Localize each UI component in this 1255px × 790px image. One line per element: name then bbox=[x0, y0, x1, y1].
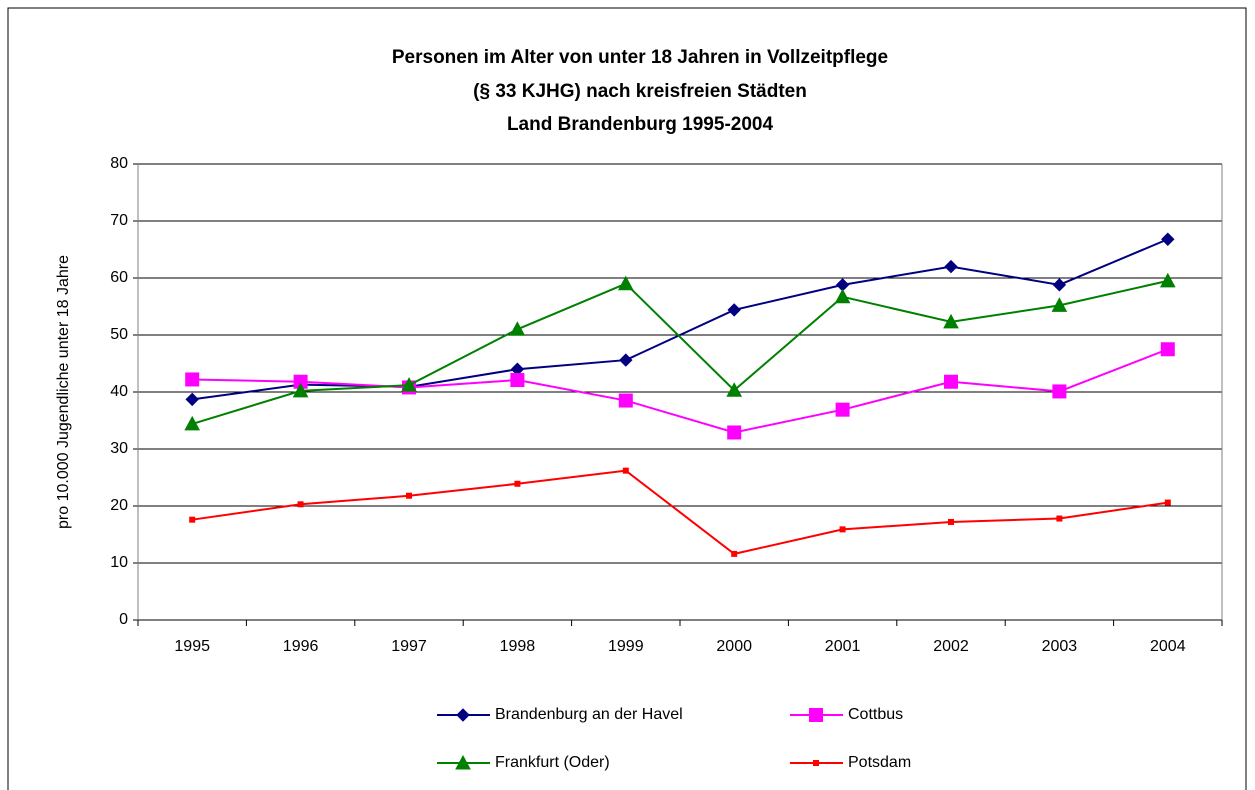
series-line bbox=[191, 279, 1169, 425]
marker bbox=[514, 480, 521, 487]
marker bbox=[1159, 272, 1176, 288]
y-tick-label: 50 bbox=[110, 326, 128, 343]
y-tick-label: 40 bbox=[110, 383, 128, 400]
chart-title: Personen im Alter von unter 18 Jahren in… bbox=[392, 47, 888, 68]
marker bbox=[619, 353, 633, 367]
x-tick-label: 2000 bbox=[716, 638, 752, 655]
series-line bbox=[192, 348, 1169, 434]
marker bbox=[834, 288, 851, 304]
y-tick-label: 20 bbox=[110, 497, 128, 514]
marker bbox=[406, 492, 412, 499]
series-line bbox=[192, 469, 1168, 555]
y-tick-label: 70 bbox=[110, 212, 128, 229]
marker bbox=[1052, 278, 1067, 292]
marker bbox=[731, 550, 738, 557]
x-tick-label: 2002 bbox=[933, 638, 969, 655]
marker bbox=[1160, 342, 1175, 357]
x-tick-label: 2003 bbox=[1042, 638, 1078, 655]
marker bbox=[727, 425, 742, 440]
y-tick-label: 30 bbox=[110, 440, 128, 457]
marker bbox=[185, 372, 200, 387]
legend-label: Brandenburg an der Havel bbox=[495, 706, 683, 723]
marker bbox=[809, 708, 823, 722]
marker bbox=[455, 754, 471, 770]
y-tick-label: 60 bbox=[110, 269, 128, 286]
marker bbox=[813, 760, 819, 766]
marker bbox=[835, 402, 850, 417]
marker bbox=[297, 501, 304, 508]
marker bbox=[1052, 384, 1067, 399]
marker bbox=[948, 518, 954, 525]
legend-label: Cottbus bbox=[848, 706, 903, 723]
marker bbox=[185, 392, 199, 407]
marker bbox=[944, 259, 958, 274]
x-tick-label: 2004 bbox=[1150, 638, 1186, 655]
marker bbox=[189, 516, 196, 523]
marker bbox=[1051, 297, 1068, 312]
y-tick-label: 10 bbox=[110, 554, 128, 571]
marker bbox=[510, 373, 525, 388]
marker bbox=[184, 415, 201, 431]
x-tick-label: 1998 bbox=[500, 638, 536, 655]
marker bbox=[839, 526, 846, 533]
x-tick-label: 1996 bbox=[283, 638, 319, 655]
marker bbox=[618, 393, 633, 408]
y-axis-label: pro 10.000 Jugendliche unter 18 Jahre bbox=[55, 255, 72, 529]
marker bbox=[617, 275, 634, 291]
legend-label: Frankfurt (Oder) bbox=[495, 754, 610, 771]
marker bbox=[1161, 232, 1175, 246]
marker bbox=[726, 382, 743, 397]
marker bbox=[727, 303, 741, 317]
marker bbox=[943, 313, 959, 329]
marker bbox=[509, 321, 526, 336]
legend-label: Potsdam bbox=[848, 754, 911, 771]
marker bbox=[1056, 515, 1063, 522]
x-tick-label: 2001 bbox=[825, 638, 861, 655]
marker bbox=[456, 708, 470, 722]
marker bbox=[401, 377, 417, 392]
x-tick-label: 1997 bbox=[391, 638, 427, 655]
y-tick-label: 80 bbox=[110, 155, 128, 172]
chart-title: Land Brandenburg 1995-2004 bbox=[507, 114, 774, 135]
y-tick-label: 0 bbox=[119, 611, 128, 628]
series-line bbox=[192, 238, 1169, 401]
chart-title: (§ 33 KJHG) nach kreisfreien Städten bbox=[473, 81, 807, 102]
marker bbox=[292, 382, 309, 398]
x-tick-label: 1995 bbox=[174, 638, 210, 655]
marker bbox=[622, 467, 629, 474]
marker bbox=[1164, 499, 1171, 506]
marker bbox=[944, 374, 958, 389]
x-tick-label: 1999 bbox=[608, 638, 644, 655]
